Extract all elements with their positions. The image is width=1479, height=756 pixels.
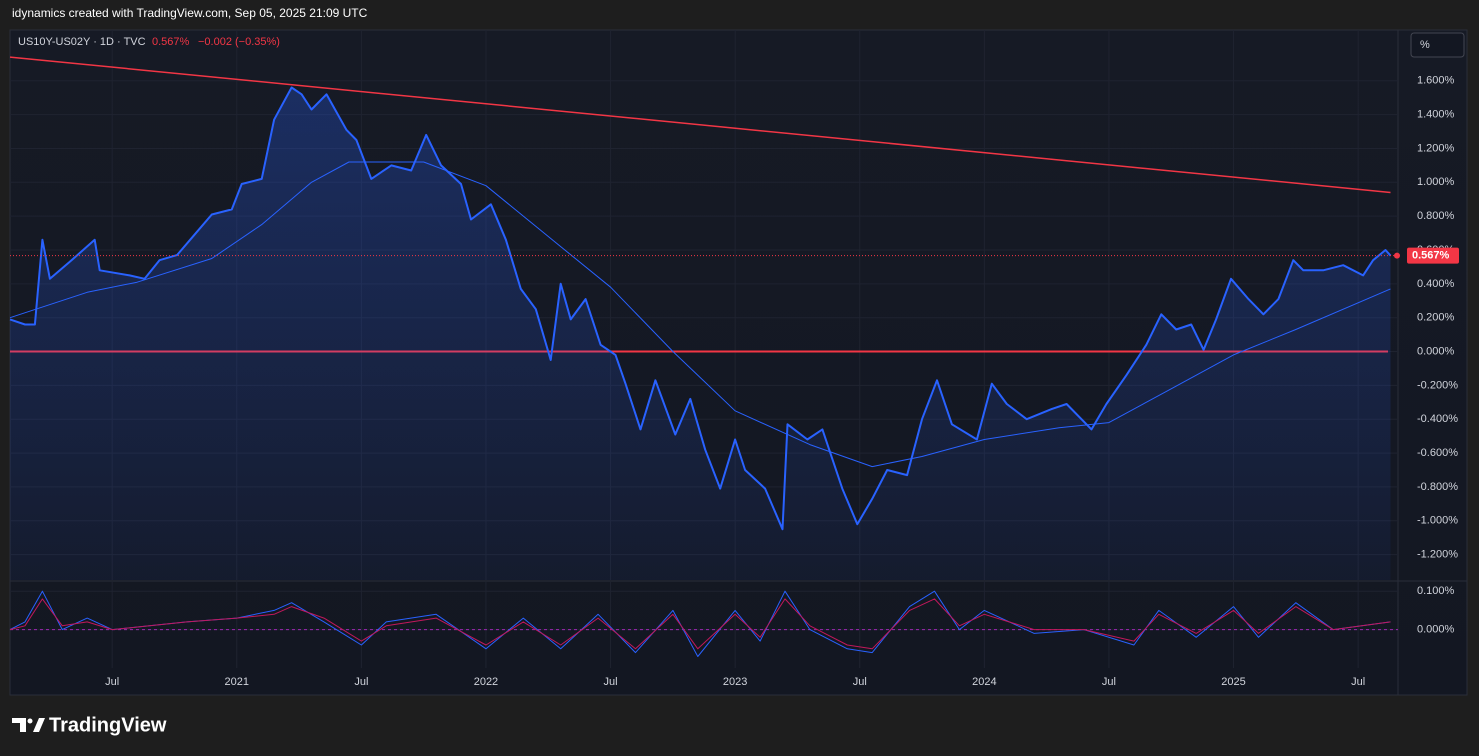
- last-price-label: 0.567%: [1412, 249, 1450, 261]
- y-tick-label: -1.200%: [1417, 549, 1458, 561]
- series-line: [9, 161, 1391, 468]
- y-tick-label: -0.200%: [1417, 379, 1458, 391]
- area: [10, 87, 1391, 580]
- y-tick-label: 1.400%: [1417, 109, 1455, 121]
- symbol: US10Y-US02Y · 1D · TVC: [18, 36, 146, 48]
- y-tick-label: 0.100%: [1417, 585, 1455, 597]
- y-tick-label: 0.200%: [1417, 312, 1455, 324]
- last-price-badge: [1407, 247, 1459, 264]
- series-line: [9, 56, 1391, 194]
- x-tick-label: Jul: [604, 676, 618, 688]
- y-tick-label: 0.400%: [1417, 278, 1455, 290]
- x-tick-label: Jul: [354, 676, 368, 688]
- y-tick-label: -0.800%: [1417, 481, 1458, 493]
- x-tick-label: Jul: [1351, 676, 1365, 688]
- x-tick-label: Jul: [853, 676, 867, 688]
- y-tick-label: 1.200%: [1417, 142, 1455, 154]
- legend-change: −0.002 (−0.35%): [198, 36, 280, 48]
- y-tick-label: -1.000%: [1417, 515, 1458, 527]
- brand: TradingView: [49, 714, 167, 736]
- y-tick-label: 1.600%: [1417, 75, 1455, 87]
- series-line: [9, 598, 1391, 650]
- y-tick-label: 0.000%: [1417, 345, 1455, 357]
- brand-logo: [12, 718, 45, 732]
- x-tick-label: Jul: [105, 676, 119, 688]
- x-tick-label: 2025: [1221, 676, 1245, 688]
- plot: Jul 2021 Jul 2022 Jul 2023 Jul 2024 Jul 2025 Jul -1…: [9, 30, 1459, 688]
- last-price-dot: [1394, 252, 1400, 259]
- x-tick-label: Jul: [1102, 676, 1116, 688]
- x-tick-label: 2022: [474, 676, 498, 688]
- header: idynamics created with TradingView.com, …: [12, 6, 368, 20]
- y-tick-label: -0.400%: [1417, 413, 1458, 425]
- x-tick-label: 2024: [972, 676, 996, 688]
- legend-price: 0.567%: [152, 36, 190, 48]
- y-tick-label: 0.800%: [1417, 210, 1455, 222]
- x-tick-label: 2023: [723, 676, 747, 688]
- unit-button-label[interactable]: %: [1420, 39, 1430, 51]
- unit-button[interactable]: [1410, 32, 1465, 58]
- y-tick-label: -0.600%: [1417, 447, 1458, 459]
- x-tick-label: 2021: [225, 676, 249, 688]
- y-tick-label: 0.000%: [1417, 624, 1455, 636]
- y-tick-label: 1.000%: [1417, 176, 1455, 188]
- series-line: [9, 86, 1392, 531]
